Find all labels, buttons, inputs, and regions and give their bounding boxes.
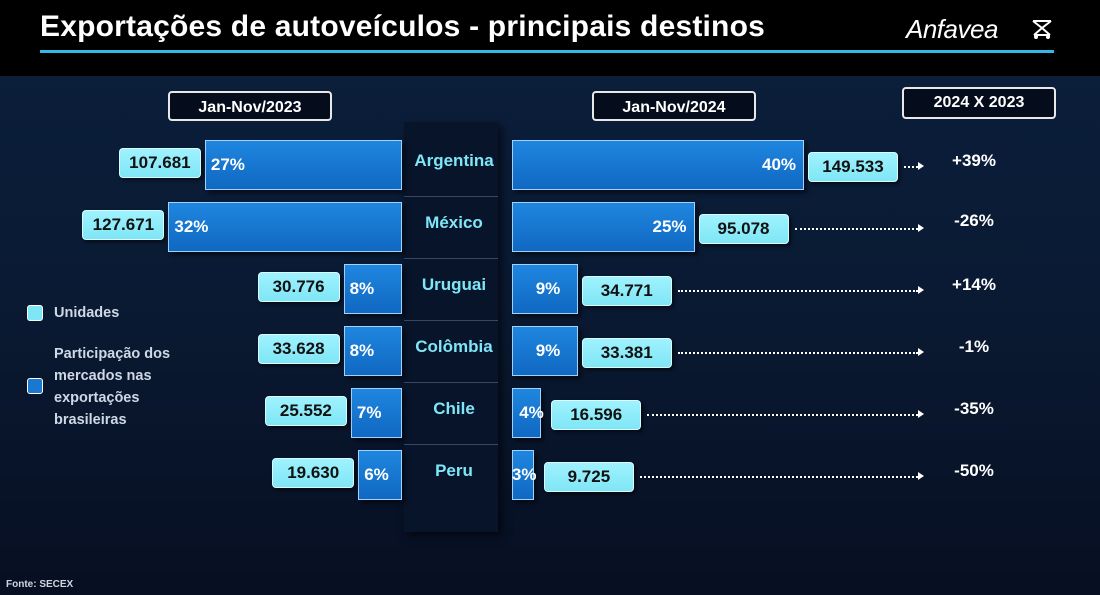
share-2024-chile: 4% — [519, 403, 544, 422]
leader-line-uruguai — [677, 290, 918, 292]
share-2023-peru: 6% — [364, 465, 389, 484]
units-2024-colômbia: 33.381 — [581, 338, 672, 368]
country-label-argentina: Argentina — [414, 151, 494, 170]
country-column — [404, 122, 498, 532]
leader-line-argentina — [904, 166, 918, 168]
country-divider — [404, 444, 498, 445]
arrow-méxico — [918, 224, 924, 232]
bar-2023-méxico — [168, 202, 402, 252]
units-2023-colômbia: 33.628 — [257, 334, 340, 364]
legend-units-label: Unidades — [54, 305, 120, 321]
bar-2023-peru — [358, 450, 402, 500]
title-underline — [40, 50, 1054, 53]
arrow-uruguai — [918, 286, 924, 294]
bar-2024-peru — [512, 450, 534, 500]
country-divider — [404, 320, 498, 321]
header-band — [0, 0, 1100, 76]
units-2023-méxico: 127.671 — [82, 210, 165, 240]
bar-2024-uruguai — [512, 264, 578, 314]
change-méxico: -26% — [954, 211, 994, 230]
units-2024-méxico: 95.078 — [698, 214, 789, 244]
bar-2023-chile — [350, 388, 402, 438]
legend-share-label: Participação dos mercados nas exportaçõe… — [54, 346, 171, 428]
page-title: Exportações de autoveículos - principais… — [40, 10, 765, 43]
units-2024-peru: 9.725 — [543, 462, 634, 492]
units-2024-argentina: 149.533 — [808, 152, 898, 182]
period-label-2023: Jan-Nov/2023 — [168, 91, 332, 121]
country-divider — [404, 196, 498, 197]
share-2024-peru: 3% — [511, 465, 537, 484]
bar-2023-uruguai — [343, 264, 402, 314]
change-chile: -35% — [954, 399, 994, 418]
units-2024-chile: 16.596 — [551, 400, 642, 430]
share-2023-colômbia: 8% — [349, 341, 375, 360]
leader-line-méxico — [794, 228, 918, 230]
change-uruguai: +14% — [952, 275, 996, 294]
leader-line-peru — [639, 476, 918, 478]
bar-2024-méxico — [512, 202, 695, 252]
share-2023-uruguai: 8% — [349, 279, 375, 298]
country-label-uruguai: Uruguai — [421, 275, 487, 294]
share-2024-argentina: 40% — [762, 155, 797, 174]
share-2023-méxico: 32% — [174, 217, 209, 236]
share-2023-argentina: 27% — [210, 155, 245, 174]
country-divider — [404, 258, 498, 259]
arrow-chile — [918, 410, 924, 418]
share-2023-chile: 7% — [356, 403, 382, 422]
source-note: Fonte: SECEX — [6, 579, 74, 590]
units-2023-uruguai: 30.776 — [257, 272, 340, 302]
share-2024-colômbia: 9% — [535, 341, 561, 360]
period-label-2024: Jan-Nov/2024 — [592, 91, 756, 121]
leader-line-chile — [647, 414, 918, 416]
share-2024-méxico: 25% — [652, 217, 687, 236]
leader-line-colômbia — [677, 352, 918, 354]
units-2023-argentina: 107.681 — [118, 148, 201, 178]
legend-share-swatch — [27, 378, 43, 394]
country-label-chile: Chile — [433, 399, 475, 418]
change-colômbia: -1% — [958, 337, 990, 356]
bar-2024-colômbia — [512, 326, 578, 376]
change-argentina: +39% — [952, 151, 996, 170]
bar-2024-chile — [512, 388, 542, 438]
bar-2023-colômbia — [343, 326, 402, 376]
country-label-colômbia: Colômbia — [415, 337, 493, 356]
comparison-label: 2024 X 2023 — [902, 87, 1056, 119]
units-2024-uruguai: 34.771 — [581, 276, 672, 306]
arrow-colômbia — [918, 348, 924, 356]
legend-units-swatch — [27, 305, 43, 321]
car-logo-icon — [1032, 20, 1052, 39]
bar-2023-argentina — [204, 140, 402, 190]
units-2023-chile: 25.552 — [264, 396, 347, 426]
arrow-argentina — [918, 162, 924, 170]
country-label-méxico: México — [425, 213, 483, 232]
country-label-peru: Peru — [435, 461, 473, 480]
anfavea-logo: Anfavea — [906, 14, 998, 44]
country-divider — [404, 382, 498, 383]
bar-2024-argentina — [512, 140, 804, 190]
share-2024-uruguai: 9% — [535, 279, 561, 298]
change-peru: -50% — [954, 461, 994, 480]
arrow-peru — [918, 472, 924, 480]
units-2023-peru: 19.630 — [272, 458, 355, 488]
